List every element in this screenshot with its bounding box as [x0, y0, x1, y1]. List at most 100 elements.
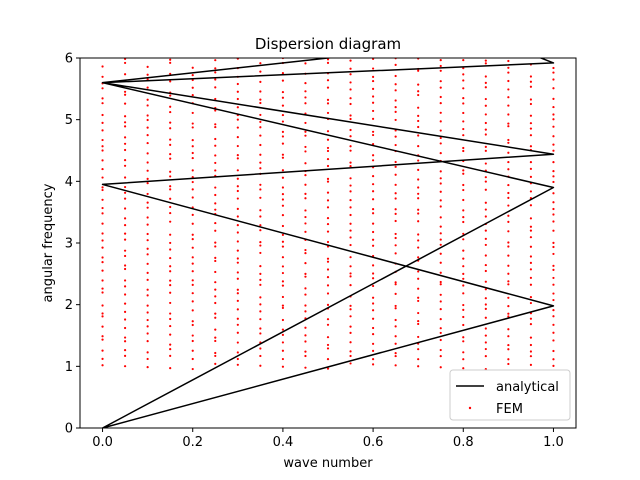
fem-point: [236, 357, 239, 361]
fem-point: [507, 264, 510, 267]
fem-point: [281, 265, 285, 268]
fem-point: [281, 233, 285, 236]
fem-point: [259, 251, 262, 255]
fem-point: [507, 343, 510, 347]
fem-point: [371, 272, 375, 275]
fem-point: [484, 297, 487, 300]
fem-point: [529, 127, 533, 130]
fem-point: [507, 96, 510, 99]
fem-point: [259, 364, 262, 367]
fem-point: [552, 97, 555, 100]
fem-point: [191, 111, 194, 115]
fem-point: [439, 120, 442, 123]
fem-point: [146, 104, 149, 107]
fem-point: [101, 338, 104, 341]
fem-point: [304, 150, 307, 153]
fem-point: [552, 364, 555, 367]
fem-point: [439, 232, 442, 235]
fem-point: [281, 328, 285, 331]
fem-point: [552, 292, 555, 295]
fem-point: [214, 221, 217, 225]
fem-point: [507, 362, 510, 366]
fem-point: [349, 184, 352, 187]
fem-point: [169, 317, 172, 321]
fem-point: [507, 204, 510, 207]
fem-point: [439, 142, 442, 145]
fem-point: [123, 115, 127, 118]
fem-point: [371, 87, 375, 90]
fem-point: [101, 198, 104, 201]
fem-point: [462, 265, 465, 268]
fem-point: [484, 229, 487, 232]
fem-point: [191, 233, 194, 236]
fem-point: [169, 354, 172, 357]
fem-point: [101, 335, 104, 338]
fem-point: [281, 284, 285, 287]
fem-point: [281, 306, 285, 310]
fem-point: [259, 113, 262, 117]
fem-point: [101, 364, 104, 367]
fem-point: [326, 164, 330, 168]
fem-point: [214, 241, 217, 244]
fem-point: [169, 333, 172, 336]
fem-point: [507, 312, 510, 315]
fem-point: [371, 349, 375, 352]
fem-point: [191, 156, 194, 160]
fem-point: [462, 97, 465, 100]
fem-point: [439, 64, 442, 68]
fem-point: [259, 327, 262, 330]
fem-point: [484, 180, 487, 183]
fem-point: [371, 333, 375, 336]
fem-point: [191, 145, 194, 148]
fem-point: [169, 256, 172, 260]
fem-point: [236, 185, 239, 188]
fem-point: [101, 121, 104, 124]
fem-point: [101, 304, 104, 307]
fem-point: [326, 98, 330, 101]
fem-point: [169, 197, 172, 200]
fem-point: [371, 302, 375, 305]
fem-point: [236, 261, 239, 264]
fem-point: [349, 284, 352, 287]
fem-point: [371, 222, 375, 225]
fem-point: [371, 238, 375, 241]
fem-point: [394, 325, 397, 328]
fem-point: [123, 318, 127, 321]
fem-point: [417, 299, 420, 303]
fem-point: [214, 186, 217, 189]
fem-point: [281, 304, 285, 307]
fem-point: [146, 201, 149, 204]
fem-point: [236, 126, 239, 129]
fem-point: [552, 78, 555, 81]
fem-point: [349, 102, 352, 106]
fem-point: [259, 229, 262, 232]
fem-point: [507, 138, 510, 142]
fem-point: [462, 220, 465, 224]
fem-point: [304, 334, 307, 337]
fem-point: [123, 349, 127, 352]
fem-point: [507, 283, 510, 286]
fem-point: [462, 120, 465, 123]
fem-point: [146, 177, 149, 180]
fem-point: [101, 129, 104, 132]
fem-point: [123, 136, 127, 139]
fem-point: [101, 138, 104, 142]
fem-point: [326, 268, 330, 271]
fem-point: [439, 216, 442, 219]
fem-point: [236, 118, 239, 121]
fem-point: [417, 93, 420, 97]
fem-point: [529, 75, 533, 78]
fem-point: [439, 86, 442, 89]
fem-point: [394, 118, 397, 122]
fem-point: [191, 367, 194, 371]
fem-point: [169, 233, 172, 236]
fem-point: [417, 208, 420, 211]
fem-point: [529, 236, 533, 239]
fem-point: [417, 125, 420, 129]
fem-point: [101, 75, 104, 78]
fem-point: [304, 354, 307, 358]
fem-point: [417, 90, 420, 93]
fem-point: [484, 133, 487, 136]
fem-point: [123, 125, 127, 128]
fem-point: [169, 301, 172, 305]
